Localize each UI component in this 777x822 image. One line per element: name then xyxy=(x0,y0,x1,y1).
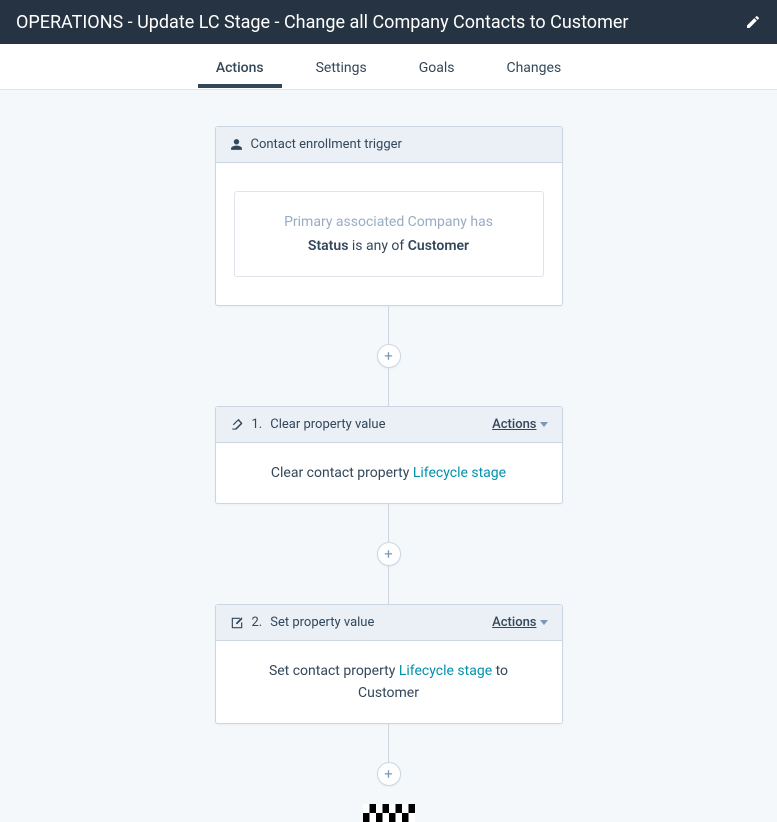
trigger-header-label: Contact enrollment trigger xyxy=(251,137,402,152)
connector-line xyxy=(388,724,389,762)
connector-line xyxy=(388,566,389,604)
page-title: OPERATIONS - Update LC Stage - Change al… xyxy=(16,12,629,33)
step1-actions-menu[interactable]: Actions xyxy=(492,417,547,432)
step2-actions-menu[interactable]: Actions xyxy=(492,615,547,630)
step1-actions-label: Actions xyxy=(492,417,536,432)
step2-body-line2: Customer xyxy=(238,685,540,701)
tab-changes[interactable]: Changes xyxy=(506,47,561,87)
step2-body: Set contact property Lifecycle stage to … xyxy=(216,641,562,723)
trigger-condition-box[interactable]: Primary associated Company has Status is… xyxy=(234,191,544,277)
trigger-card-body: Primary associated Company has Status is… xyxy=(216,163,562,305)
trigger-card-header: Contact enrollment trigger xyxy=(216,127,562,163)
add-step-button[interactable]: + xyxy=(377,542,401,566)
trigger-card[interactable]: Contact enrollment trigger Primary assoc… xyxy=(215,126,563,306)
eraser-icon xyxy=(230,418,244,432)
workflow-canvas: Contact enrollment trigger Primary assoc… xyxy=(0,90,777,822)
step2-body-suffix: to xyxy=(492,663,508,679)
step1-body-prefix: Clear contact property xyxy=(271,465,413,481)
tab-settings[interactable]: Settings xyxy=(316,47,367,87)
add-step-button[interactable]: + xyxy=(377,344,401,368)
step2-index: 2. xyxy=(252,615,263,630)
step1-title: Clear property value xyxy=(270,417,385,432)
contact-icon xyxy=(230,138,243,151)
step-card-1[interactable]: 1. Clear property value Actions Clear co… xyxy=(215,406,563,504)
trigger-operator: is any of xyxy=(348,238,407,254)
step2-property-link[interactable]: Lifecycle stage xyxy=(399,663,492,679)
tab-actions[interactable]: Actions xyxy=(216,47,264,87)
page-header: OPERATIONS - Update LC Stage - Change al… xyxy=(0,0,777,44)
end-marker xyxy=(363,804,415,822)
step1-header: 1. Clear property value Actions xyxy=(216,407,562,443)
connector-line xyxy=(388,306,389,344)
add-step-button[interactable]: + xyxy=(377,762,401,786)
tab-goals[interactable]: Goals xyxy=(419,47,455,87)
edit-icon[interactable] xyxy=(745,14,761,30)
connector-line xyxy=(388,368,389,406)
trigger-property: Status xyxy=(308,238,348,254)
step2-title: Set property value xyxy=(270,615,374,630)
trigger-condition-line2: Status is any of Customer xyxy=(308,238,469,254)
step1-property-link[interactable]: Lifecycle stage xyxy=(413,465,506,481)
step1-body: Clear contact property Lifecycle stage xyxy=(216,443,562,503)
step2-header: 2. Set property value Actions xyxy=(216,605,562,641)
edit-square-icon xyxy=(230,616,244,630)
step2-body-prefix: Set contact property xyxy=(269,663,399,679)
trigger-condition-line1: Primary associated Company has xyxy=(251,214,527,230)
chevron-down-icon xyxy=(540,620,548,625)
tab-bar: Actions Settings Goals Changes xyxy=(0,44,777,90)
step1-index: 1. xyxy=(252,417,263,432)
step2-actions-label: Actions xyxy=(492,615,536,630)
trigger-value: Customer xyxy=(408,238,469,254)
connector-line xyxy=(388,504,389,542)
chevron-down-icon xyxy=(540,422,548,427)
step-card-2[interactable]: 2. Set property value Actions Set contac… xyxy=(215,604,563,724)
